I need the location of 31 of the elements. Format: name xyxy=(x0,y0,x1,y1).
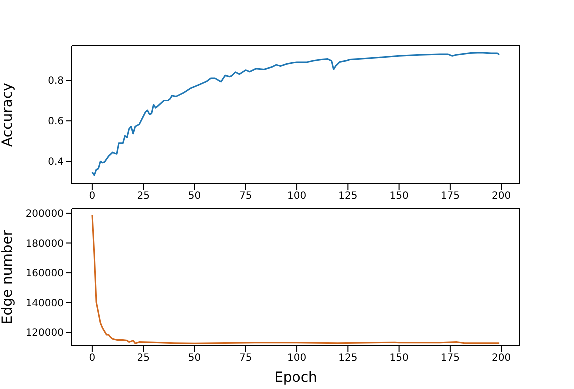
x-tick-label: 200 xyxy=(492,353,512,364)
x-tick-label: 175 xyxy=(440,191,460,202)
x-tick-label: 125 xyxy=(338,191,358,202)
x-tick-label: 25 xyxy=(137,353,150,364)
line-series xyxy=(92,214,500,344)
x-tick-label: 25 xyxy=(137,191,150,202)
x-tick-label: 0 xyxy=(89,353,96,364)
y-tick-label: 0.8 xyxy=(48,76,64,88)
y-axis-title: Edge number xyxy=(0,230,16,325)
x-tick-label: 100 xyxy=(287,353,307,364)
x-tick-label: 0 xyxy=(89,191,96,202)
x-tick-label: 125 xyxy=(338,353,358,364)
y-tick-label: 0.4 xyxy=(48,157,64,168)
y-tick-label: 180000 xyxy=(26,238,64,250)
y-tick-label: 140000 xyxy=(26,298,64,310)
x-tick-label: 50 xyxy=(188,353,202,364)
x-tick-label: 75 xyxy=(240,353,252,364)
x-tick-label: 175 xyxy=(440,353,460,364)
line-series xyxy=(92,52,500,176)
y-tick-label: 200000 xyxy=(26,209,64,220)
x-tick-label: 200 xyxy=(492,191,512,202)
x-tick-label: 150 xyxy=(390,353,409,364)
x-tick-label: 100 xyxy=(287,191,307,202)
x-tick-label: 50 xyxy=(188,191,202,202)
y-tick-label: 0.6 xyxy=(48,116,64,128)
x-axis-title: Epoch xyxy=(274,370,318,386)
x-tick-label: 75 xyxy=(240,191,252,202)
y-axis-title: Accuracy xyxy=(0,83,16,147)
y-tick-label: 160000 xyxy=(26,268,64,280)
x-tick-label: 150 xyxy=(390,191,409,202)
y-tick-label: 120000 xyxy=(26,328,64,340)
